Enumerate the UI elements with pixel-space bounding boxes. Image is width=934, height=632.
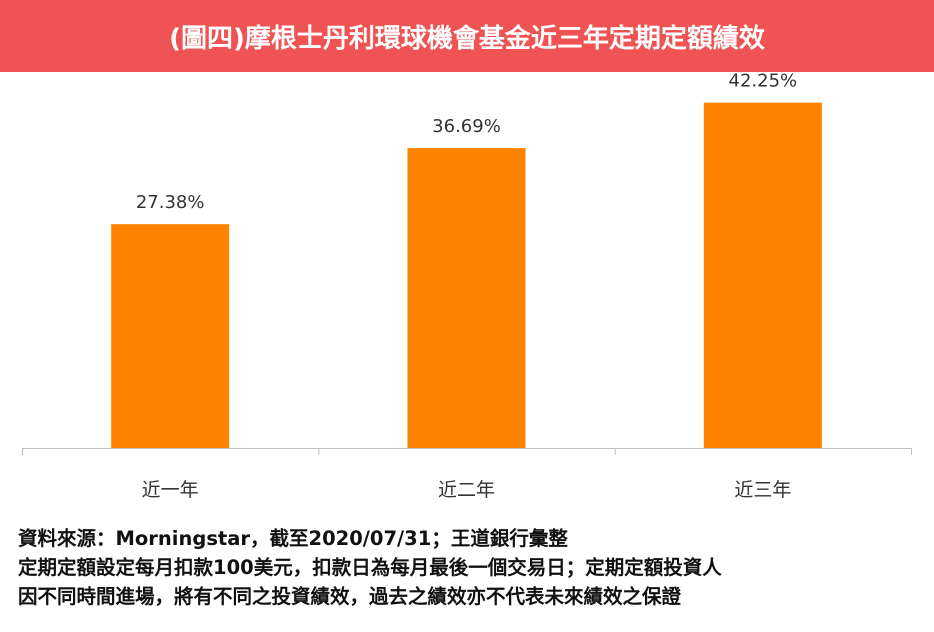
category-label-3: 近三年 — [734, 479, 791, 501]
bar-3 — [703, 102, 822, 449]
bar-1 — [111, 224, 230, 448]
data-label-2: 36.69% — [432, 116, 501, 137]
category-label-2: 近二年 — [438, 479, 495, 501]
data-label-3: 42.25% — [729, 72, 798, 92]
footnote: 資料來源：Morningstar，截至2020/07/31；王道銀行彙整 定期定… — [18, 524, 928, 611]
bars-layer — [111, 102, 822, 449]
chart-area: 27.38% 近一年 36.69% 近二年 42.25% 近三年 — [0, 72, 934, 512]
footnote-method-line: 定期定額設定每月扣款100美元，扣款日為每月最後一個交易日；定期定額投資人 — [18, 556, 722, 579]
footnote-source-line: 資料來源：Morningstar，截至2020/07/31；王道銀行彙整 — [18, 527, 568, 550]
chart-title: (圖四)摩根士丹利環球機會基金近三年定期定額績效 — [169, 23, 765, 54]
x-axis — [22, 448, 912, 455]
chart-title-bar: (圖四)摩根士丹利環球機會基金近三年定期定額績效 — [0, 0, 934, 72]
bar-2 — [407, 148, 526, 448]
category-label-1: 近一年 — [142, 479, 199, 501]
data-label-1: 27.38% — [136, 192, 205, 213]
footnote-disclaimer-line: 因不同時間進場，將有不同之投資績效，過去之績效亦不代表未來績效之保證 — [18, 585, 682, 608]
bar-chart: 27.38% 近一年 36.69% 近二年 42.25% 近三年 — [22, 72, 912, 501]
labels-layer: 27.38% 近一年 36.69% 近二年 42.25% 近三年 — [136, 72, 797, 501]
